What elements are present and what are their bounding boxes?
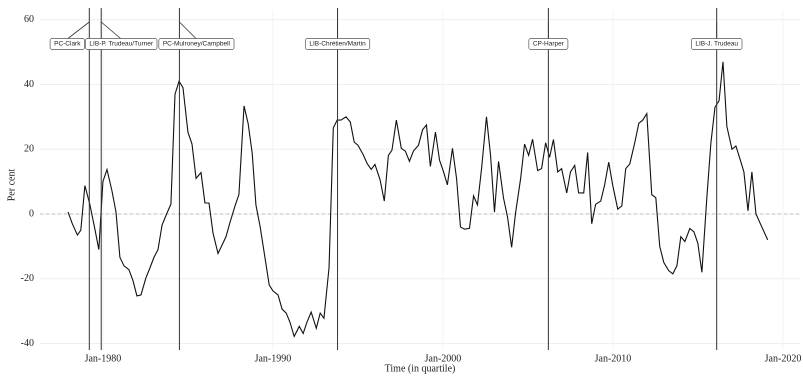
event-label-box xyxy=(158,38,235,50)
data-line xyxy=(67,61,769,338)
x-tick-label: Jan-2000 xyxy=(425,353,462,364)
y-tick-label: 20 xyxy=(24,144,34,155)
event-leader xyxy=(100,21,122,40)
event-label-box xyxy=(85,38,158,50)
x-tick-label: Jan-2020 xyxy=(765,353,802,364)
event-label: PC-Mulroney/Campbell xyxy=(163,41,231,48)
x-axis-label: Time (in quartile) xyxy=(385,363,456,374)
x-tick-label: Jan-1980 xyxy=(85,353,122,364)
event-label-box xyxy=(691,38,743,50)
event-label-box xyxy=(528,38,569,50)
event-label-box xyxy=(49,38,85,50)
event-label: PC-Clark xyxy=(54,41,81,48)
event-label-box xyxy=(305,38,371,50)
y-tick-label: 60 xyxy=(24,14,34,25)
y-axis-label: Per cent xyxy=(6,169,17,202)
event-label: LIB-P. Trudeau/Turner xyxy=(89,41,153,48)
x-tick-label: Jan-1990 xyxy=(255,353,292,364)
event-leader xyxy=(179,21,197,40)
event-label: LIB-Chrétien/Martin xyxy=(309,41,366,48)
y-tick-label: 0 xyxy=(29,208,34,219)
y-tick-label: -40 xyxy=(21,338,34,349)
y-tick-label: -20 xyxy=(21,273,34,284)
event-label: LIB-J. Trudeau xyxy=(695,41,738,48)
event-leader xyxy=(67,21,90,40)
y-tick-label: 40 xyxy=(24,79,34,90)
event-label: CP-Harper xyxy=(533,41,565,48)
x-tick-label: Jan-2010 xyxy=(595,353,632,364)
